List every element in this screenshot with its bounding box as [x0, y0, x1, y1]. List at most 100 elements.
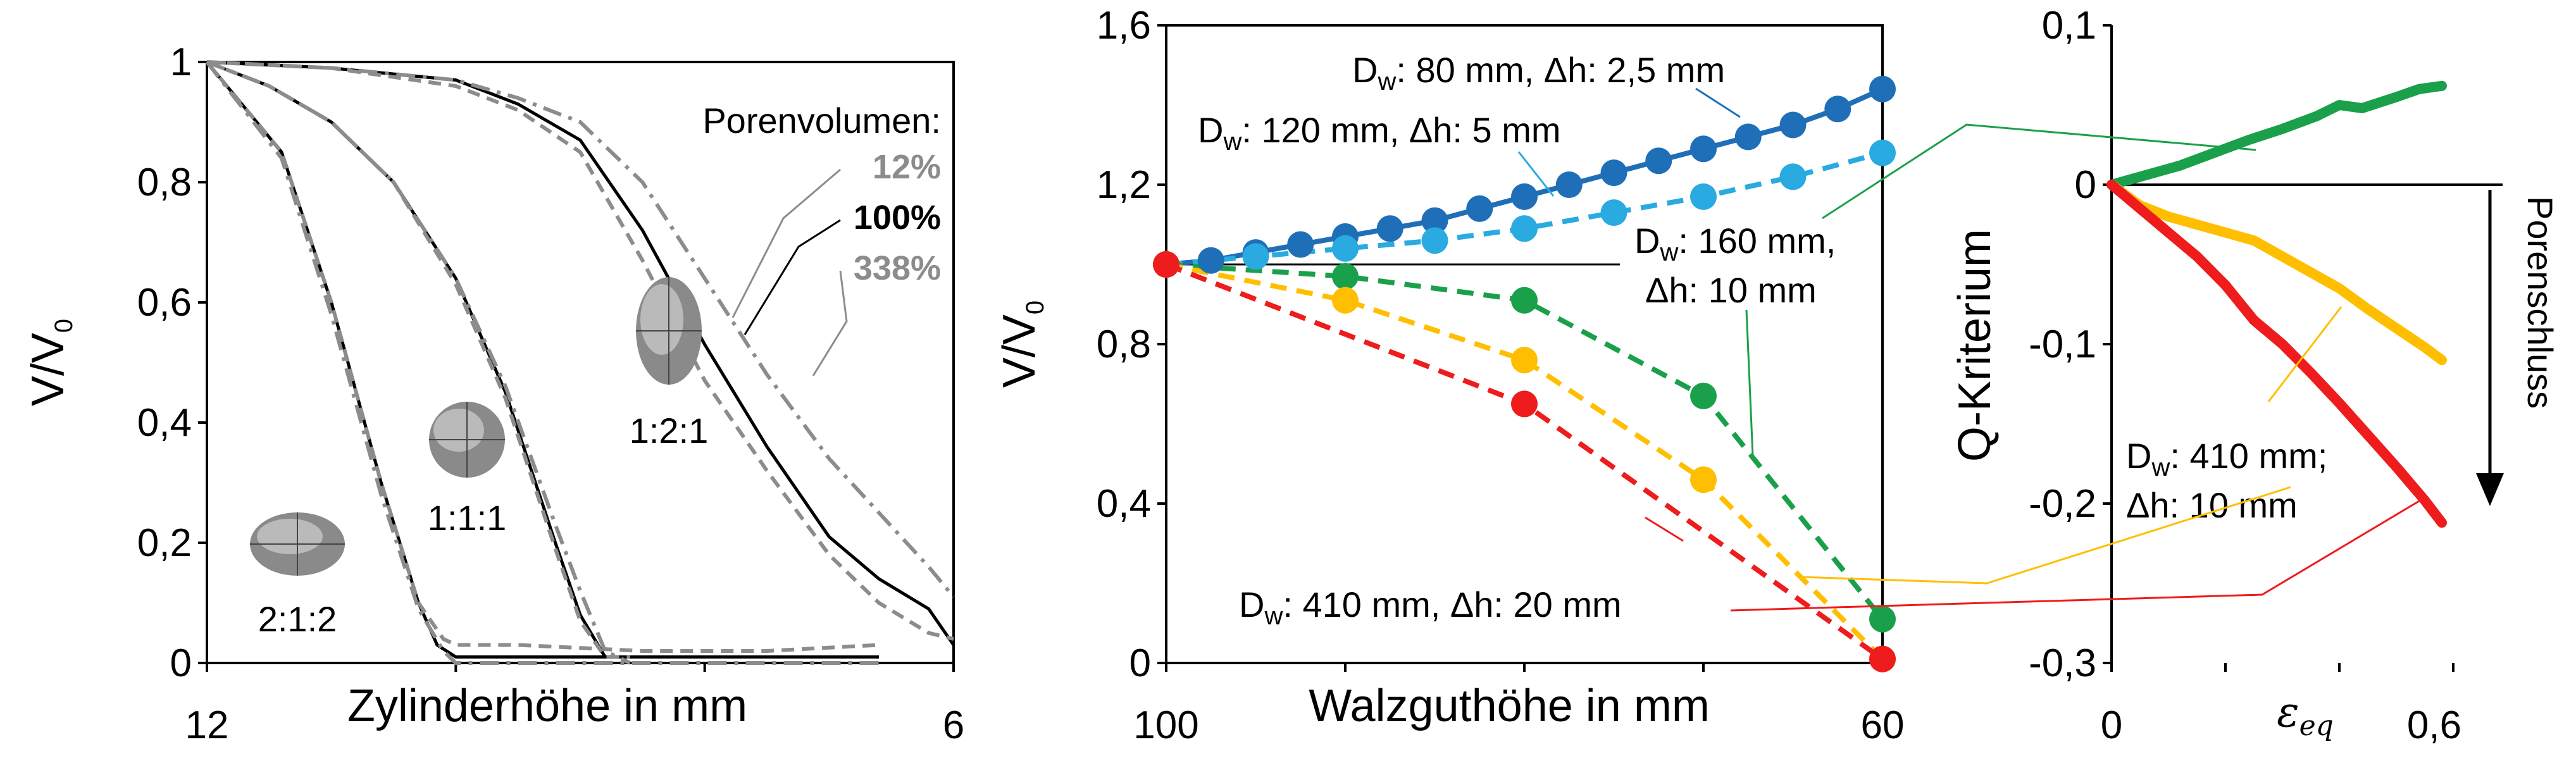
pore-closure-arrow-icon	[2476, 473, 2504, 506]
x-tick-label: 0,6	[2407, 703, 2461, 747]
data-point-0-7	[1466, 195, 1493, 222]
annotation-dw80: Dw: 80 mm, Δh: 2,5 mm	[1352, 50, 1725, 96]
data-point-1-8	[1869, 139, 1896, 166]
curve-2-1-2-100pct	[206, 61, 879, 659]
data-point-1-1	[1242, 243, 1269, 270]
chart-left: 0 0,2 0,4 0,6 0,8 1 Zylinderhöhe in mm V/V0 1…	[23, 40, 964, 747]
y-axis-label-right: Q-Kriterium	[1950, 229, 2000, 462]
x-tick-label: 0	[2101, 703, 2122, 747]
data-point-3-3	[1690, 466, 1717, 493]
curve-1-2-1-338pct	[206, 60, 954, 641]
connector-red	[1730, 495, 2427, 612]
data-point-3-1	[1332, 287, 1359, 314]
y-tick-label: 1	[170, 40, 192, 84]
leader-line-dw120	[1517, 151, 1555, 197]
curve-2-1-2-12pct	[205, 61, 879, 665]
data-point-1-3	[1421, 227, 1448, 254]
data-point-0-6	[1421, 207, 1448, 234]
sphere-1-1-1-icon	[429, 402, 505, 478]
data-point-0-3	[1287, 231, 1314, 258]
arrow-label: Porenschluss	[2520, 196, 2560, 409]
leader-line-338	[812, 270, 848, 376]
q-criterion-line-2	[2106, 180, 2447, 528]
y-tick-label: -0,2	[2029, 482, 2096, 526]
series-line-3	[1166, 262, 1884, 661]
data-point-0-14	[1779, 111, 1807, 139]
curve-2-1-2-338pct	[205, 61, 880, 653]
legend-item-100: 100%	[854, 199, 941, 237]
y-axis-label-middle: V/V0	[994, 300, 1049, 388]
data-point-0-12	[1690, 135, 1717, 163]
data-point-0-5	[1376, 215, 1403, 242]
data-point-4-0	[1153, 251, 1179, 278]
legend-item-338: 338%	[854, 249, 941, 287]
connector-yellow	[1800, 486, 2291, 585]
shape-label-2-1-2: 2:1:2	[258, 599, 337, 639]
data-point-0-8	[1511, 183, 1538, 210]
x-tick-label: 100	[1133, 703, 1198, 747]
data-point-2-1	[1332, 263, 1359, 290]
data-point-0-13	[1734, 123, 1762, 151]
curve-1-1-1-338pct	[206, 60, 630, 659]
annotation-dw410-b: Δh: 10 mm	[2126, 485, 2298, 525]
curve-1-2-1-12pct	[206, 60, 955, 598]
y-tick-label: 1,2	[1097, 163, 1151, 207]
data-point-1-2	[1332, 235, 1359, 262]
shape-label-1-2-1: 1:2:1	[630, 411, 709, 450]
x-tick-label: 60	[1861, 703, 1905, 747]
leader-line-yellow	[2267, 306, 2343, 402]
y-tick-label: 0	[170, 641, 192, 685]
annotation-dw410-a: Dw: 410 mm;	[2126, 436, 2327, 481]
annotation-dw160-b: Δh: 10 mm	[1645, 270, 1817, 310]
y-tick-label: 0,2	[137, 521, 192, 565]
y-tick-label: 0,8	[137, 161, 192, 204]
series-line-2	[1166, 262, 1885, 621]
y-tick-label: 0	[1129, 641, 1151, 685]
chart-right: -0,3 -0,2 -0,1 0 0,1 Q-Kriterium εeq 0 0,6 P…	[1950, 4, 2560, 747]
leader-line-dw410	[1645, 516, 1684, 542]
data-point-2-2	[1511, 287, 1538, 314]
legend-title: Porenvolumen:	[702, 101, 941, 140]
y-tick-label: 0,8	[1097, 323, 1151, 366]
connector-green	[1822, 123, 2256, 220]
leader-line-dw160	[1745, 309, 1754, 456]
data-point-0-16	[1869, 75, 1896, 102]
q-criterion-line-0	[2106, 80, 2447, 190]
data-point-4-2	[1869, 645, 1896, 672]
ellipsoid-2-1-2-icon	[250, 512, 345, 576]
leader-line-100	[744, 219, 841, 335]
y-tick-label: -0,3	[2029, 641, 2096, 685]
y-tick-label: 1,6	[1097, 4, 1151, 47]
data-point-0-10	[1600, 159, 1627, 187]
x-tick-label: 12	[185, 703, 229, 747]
leader-line-12	[731, 168, 841, 318]
y-tick-label: 0	[2075, 163, 2096, 207]
data-point-1-6	[1690, 183, 1717, 210]
y-tick-label: 0,4	[137, 401, 192, 445]
data-point-0-11	[1645, 147, 1672, 175]
annotation-dw120: Dw: 120 mm, Δh: 5 mm	[1198, 110, 1561, 156]
data-point-0-1	[1197, 247, 1224, 274]
shape-label-1-1-1: 1:1:1	[428, 498, 507, 538]
ellipsoid-1-2-1-icon	[636, 277, 702, 385]
y-tick-label: 0,1	[2042, 4, 2096, 47]
data-point-4-1	[1511, 390, 1538, 418]
y-tick-label: -0,1	[2029, 323, 2096, 366]
annotation-dw160-a: Dw: 160 mm,	[1634, 221, 1836, 266]
data-point-3-2	[1511, 347, 1538, 374]
leader-line-dw80	[1695, 87, 1741, 118]
x-tick-label: 6	[943, 703, 964, 747]
x-axis-label-middle: Walzguthöhe in mm	[1309, 681, 1710, 731]
data-point-1-5	[1600, 199, 1627, 226]
annotation-dw410: Dw: 410 mm, Δh: 20 mm	[1239, 585, 1622, 630]
data-point-2-3	[1690, 382, 1717, 409]
y-axis-label-left: V/V0	[23, 319, 78, 406]
data-point-2-4	[1869, 605, 1896, 633]
chart-middle: 0 0,4 0,8 1,2 1,6 Walzguthöhe in mm V/V0 100…	[994, 4, 1904, 747]
plot-frame-left	[206, 61, 955, 664]
data-point-1-7	[1779, 163, 1807, 190]
data-point-0-15	[1824, 96, 1851, 123]
data-point-0-9	[1555, 171, 1583, 198]
x-axis-label-right: εeq	[2277, 688, 2334, 742]
